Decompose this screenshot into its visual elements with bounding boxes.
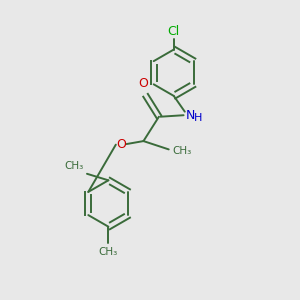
Text: O: O <box>116 138 126 151</box>
Text: CH₃: CH₃ <box>99 247 118 256</box>
Text: CH₃: CH₃ <box>172 146 191 156</box>
Text: Cl: Cl <box>168 25 180 38</box>
Text: O: O <box>138 77 148 90</box>
Text: N: N <box>185 109 195 122</box>
Text: CH₃: CH₃ <box>64 161 83 171</box>
Text: H: H <box>194 112 202 123</box>
